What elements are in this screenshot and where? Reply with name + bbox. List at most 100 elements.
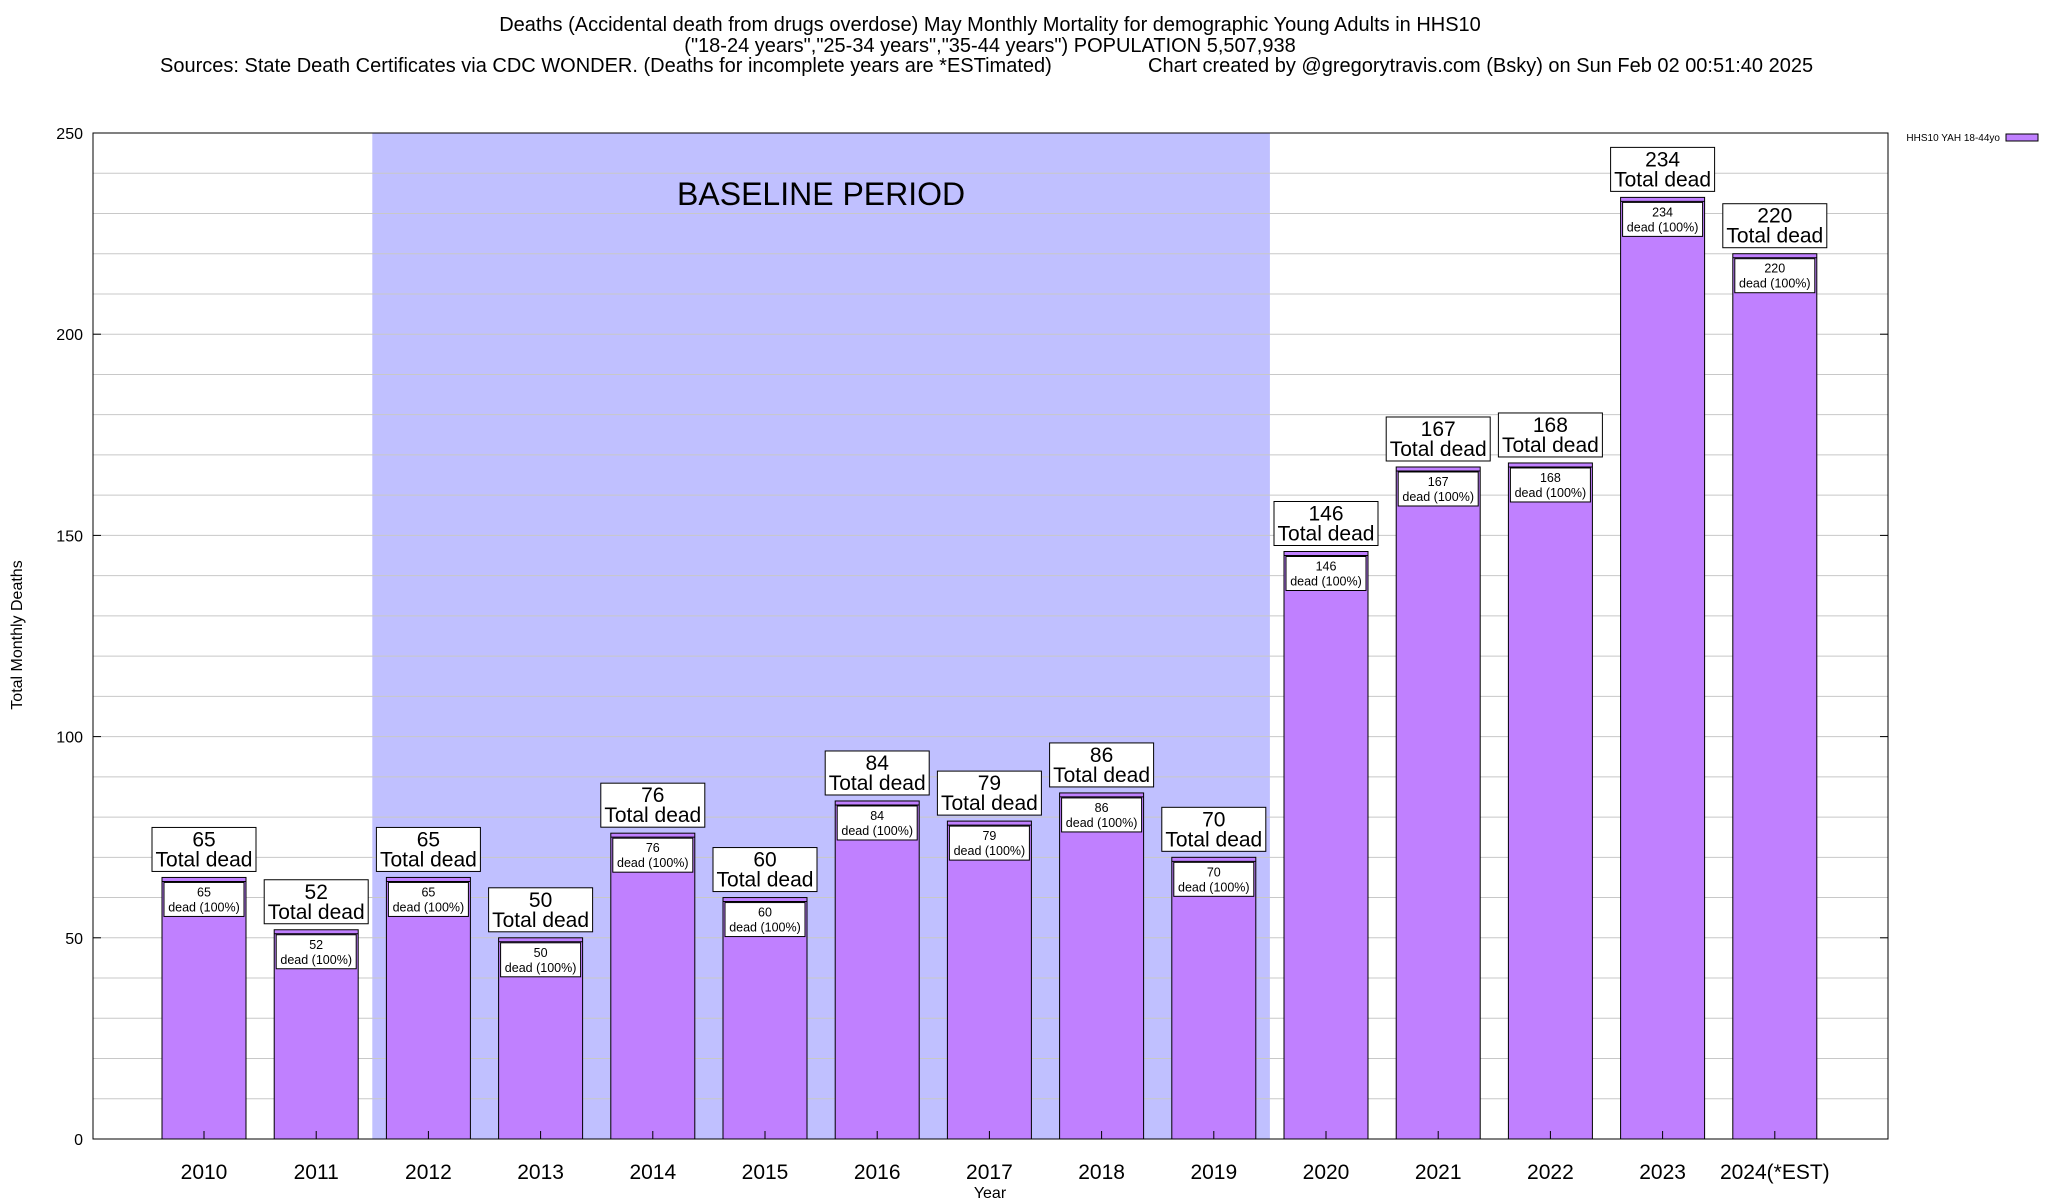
total-text-label: Total dead xyxy=(492,909,589,932)
total-text-label: Total dead xyxy=(380,848,477,871)
total-value-label: 146 xyxy=(1308,502,1343,525)
y-tick-label: 50 xyxy=(65,931,83,948)
credit-text: Chart created by @gregorytravis.com (Bsk… xyxy=(1148,55,1813,77)
bar xyxy=(1059,792,1145,1140)
total-label-box xyxy=(151,826,257,872)
segment-value-label: 70 xyxy=(1207,865,1221,879)
segment-percent-label: dead (100%) xyxy=(729,921,801,935)
segment-label-box xyxy=(1061,797,1143,833)
bar xyxy=(1395,466,1481,1140)
plot-area: BASELINE PERIOD 0 50 100 150 200 250 65 dead (10… xyxy=(56,126,1889,1184)
bar xyxy=(1732,253,1818,1140)
segment-label-box xyxy=(1173,861,1255,897)
segment-value-label: 79 xyxy=(982,829,996,843)
segment-value-label: 167 xyxy=(1428,475,1449,489)
total-label-box xyxy=(1273,500,1379,546)
y-tick-label: 0 xyxy=(74,1132,83,1149)
total-value-label: 79 xyxy=(978,772,1001,795)
total-value-label: 168 xyxy=(1533,414,1568,437)
total-label-box xyxy=(375,826,481,872)
segment-value-label: 234 xyxy=(1652,205,1673,219)
total-text-label: Total dead xyxy=(1726,225,1823,248)
total-text-label: Total dead xyxy=(268,901,365,924)
sources-text: Sources: State Death Certificates via CD… xyxy=(160,55,1052,77)
segment-value-label: 65 xyxy=(197,885,211,899)
segment-value-label: 86 xyxy=(1095,801,1109,815)
segment-percent-label: dead (100%) xyxy=(1515,486,1587,500)
total-value-label: 220 xyxy=(1757,205,1792,228)
segment-label-box xyxy=(275,934,357,970)
bar xyxy=(946,820,1032,1140)
x-tick-label: 2010 xyxy=(181,1161,228,1184)
x-tick-label: 2013 xyxy=(517,1161,564,1184)
total-value-label: 65 xyxy=(192,828,215,851)
segment-value-label: 50 xyxy=(534,946,548,960)
y-tick-label: 100 xyxy=(56,730,83,747)
legend-swatch xyxy=(2005,133,2039,142)
x-tick-label: 2011 xyxy=(294,1161,339,1184)
bar xyxy=(722,897,808,1140)
segment-percent-label: dead (100%) xyxy=(280,953,352,967)
segment-label-box xyxy=(500,942,582,978)
y-tick-label: 250 xyxy=(56,126,83,143)
segment-percent-label: dead (100%) xyxy=(1739,277,1811,291)
x-tick-label: 2015 xyxy=(742,1161,789,1184)
bar xyxy=(385,876,471,1140)
total-value-label: 86 xyxy=(1090,744,1113,767)
segment-percent-label: dead (100%) xyxy=(1290,574,1362,588)
total-value-label: 84 xyxy=(866,752,890,775)
y-tick-label: 150 xyxy=(56,528,83,545)
x-tick-label: 2018 xyxy=(1078,1161,1125,1184)
total-label-box xyxy=(1610,146,1716,192)
total-value-label: 76 xyxy=(641,784,664,807)
total-label-box xyxy=(1385,416,1491,462)
total-text-label: Total dead xyxy=(1053,764,1150,787)
x-tick-label: 2023 xyxy=(1639,1161,1686,1184)
total-value-label: 70 xyxy=(1202,808,1225,831)
total-value-label: 167 xyxy=(1421,418,1456,441)
x-tick-label: 2016 xyxy=(854,1161,901,1184)
title-line-2: ("18-24 years","25-34 years","35-44 year… xyxy=(684,35,1295,57)
segment-label-box xyxy=(948,825,1030,861)
bar xyxy=(610,832,696,1140)
total-text-label: Total dead xyxy=(1390,438,1487,461)
x-tick-label: 2024(*EST) xyxy=(1720,1161,1830,1184)
segment-label-box xyxy=(1622,201,1704,237)
total-text-label: Total dead xyxy=(156,848,253,871)
total-label-box xyxy=(712,847,818,893)
total-label-box xyxy=(1497,412,1603,458)
segment-value-label: 76 xyxy=(646,841,660,855)
segment-percent-label: dead (100%) xyxy=(954,844,1026,858)
segment-percent-label: dead (100%) xyxy=(505,961,577,975)
total-text-label: Total dead xyxy=(829,772,926,795)
segment-label-box xyxy=(724,902,806,938)
plot-border xyxy=(92,132,1889,1140)
segment-value-label: 220 xyxy=(1764,262,1785,276)
total-text-label: Total dead xyxy=(604,804,701,827)
axes: Total Monthly Deaths Year xyxy=(9,560,1007,1200)
segment-percent-label: dead (100%) xyxy=(1627,220,1699,234)
segment-label-box xyxy=(612,837,694,873)
segment-label-box xyxy=(1285,555,1367,591)
y-tick-label: 200 xyxy=(56,327,83,344)
chart-title: Deaths (Accidental death from drugs over… xyxy=(160,14,1813,77)
baseline-label: BASELINE PERIOD xyxy=(677,176,965,212)
x-axis-title: Year xyxy=(974,1185,1007,1200)
x-tick-label: 2014 xyxy=(629,1161,676,1184)
total-value-label: 65 xyxy=(417,828,440,851)
segment-value-label: 52 xyxy=(309,938,323,952)
x-tick-label: 2017 xyxy=(966,1161,1013,1184)
total-label-box xyxy=(488,887,594,933)
segment-percent-label: dead (100%) xyxy=(617,856,689,870)
x-tick-label: 2021 xyxy=(1415,1161,1462,1184)
segment-label-box xyxy=(387,881,469,917)
total-text-label: Total dead xyxy=(1614,168,1711,191)
bar xyxy=(161,876,247,1140)
segment-label-box xyxy=(836,805,918,841)
bar xyxy=(1171,856,1257,1140)
x-tick-label: 2012 xyxy=(405,1161,452,1184)
y-axis-title: Total Monthly Deaths xyxy=(9,560,26,709)
total-label-box xyxy=(936,770,1042,816)
total-label-box xyxy=(1161,806,1267,852)
